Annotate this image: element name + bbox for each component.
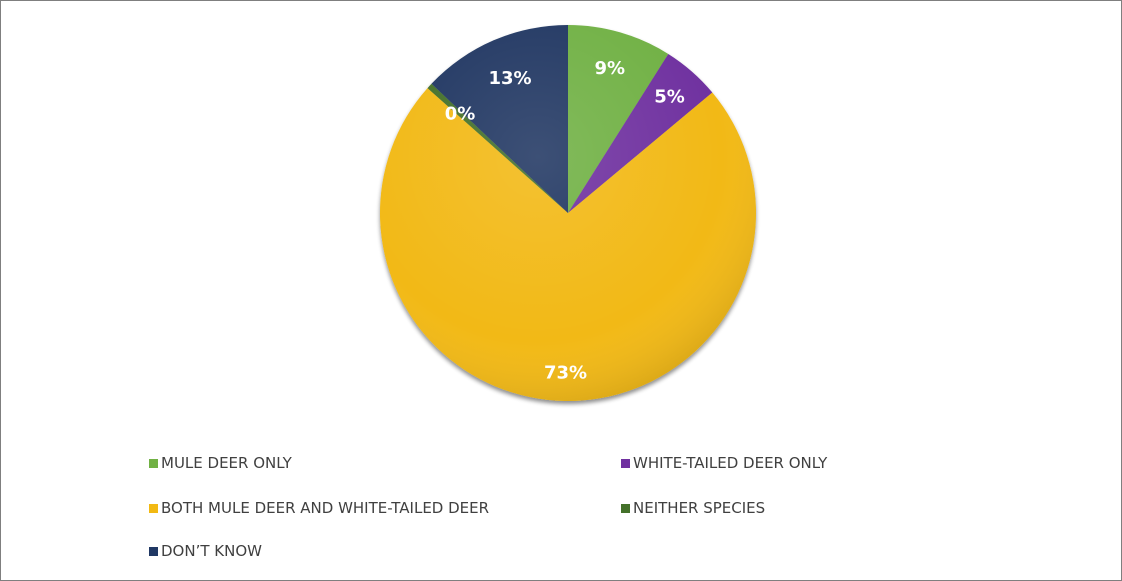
legend-swatch-3 <box>149 503 158 513</box>
legend-swatch-4 <box>621 503 630 513</box>
legend-swatch-2 <box>621 458 630 468</box>
slice-data-label-3: 73% <box>544 362 587 383</box>
slice-data-label-2: 5% <box>654 87 685 108</box>
legend-item-3: BOTH MULE DEER AND WHITE-TAILED DEER <box>149 499 489 517</box>
legend-label-3: BOTH MULE DEER AND WHITE-TAILED DEER <box>161 499 490 517</box>
legend-swatch-1 <box>149 458 158 468</box>
legend-item-1: MULE DEER ONLY <box>149 454 292 472</box>
slice-data-label-5: 13% <box>488 68 531 89</box>
legend-swatch-5 <box>149 546 158 556</box>
legend-item-5: DON’T KNOW <box>149 542 262 560</box>
legend-item-2: WHITE-TAILED DEER ONLY <box>621 454 827 472</box>
legend-item-4: NEITHER SPECIES <box>621 499 765 517</box>
legend-label-4: NEITHER SPECIES <box>633 499 766 517</box>
legend-label-1: MULE DEER ONLY <box>161 454 292 472</box>
legend-label-2: WHITE-TAILED DEER ONLY <box>633 454 828 472</box>
slice-data-label-1: 9% <box>595 58 626 79</box>
slice-data-label-4: 0% <box>445 103 476 124</box>
legend-label-5: DON’T KNOW <box>161 542 262 560</box>
